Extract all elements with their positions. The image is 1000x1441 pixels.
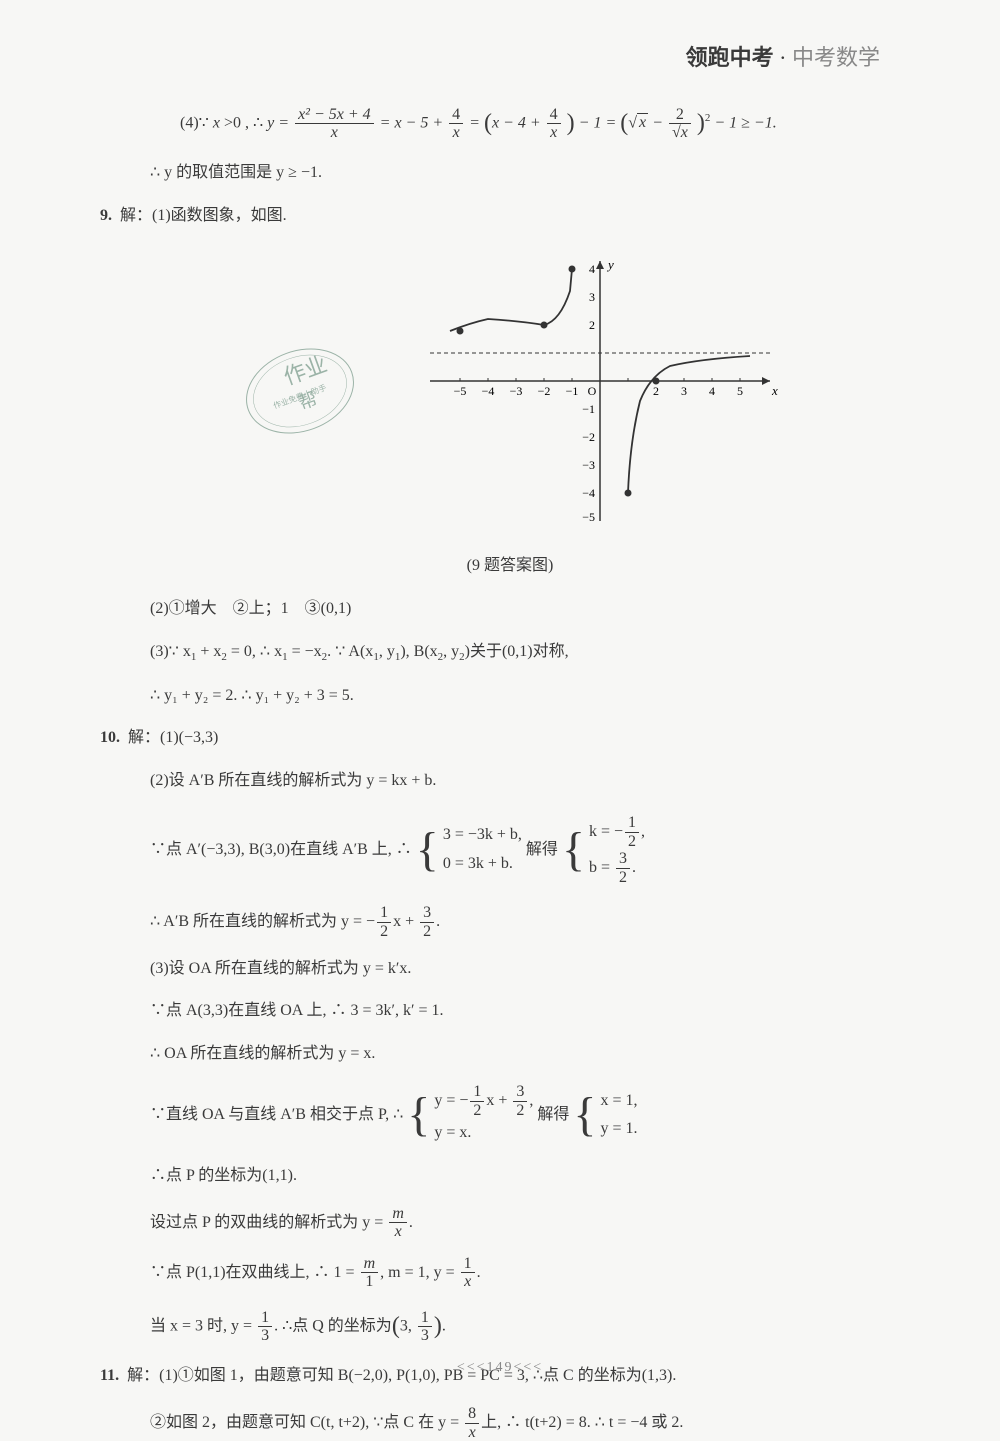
text: (4)∵ [180, 114, 213, 131]
header-light: 中考数学 [792, 45, 880, 70]
svg-text:−5: −5 [454, 384, 467, 398]
svg-text:O: O [588, 384, 597, 398]
fraction: 4x [449, 106, 463, 142]
q10-part3d: ∵直线 OA 与直线 A′B 相交于点 P, ∴ { y = −12x + 32… [100, 1083, 920, 1148]
svg-text:−1: −1 [566, 384, 579, 398]
q10-part3a: (3)设 OA 所在直线的解析式为 y = k′x. [100, 955, 920, 984]
svg-text:−5: −5 [582, 510, 595, 524]
eq-line-4: (4)∵ x >0 , ∴ y = x² − 5x + 4x = x − 5 +… [100, 102, 920, 145]
page-footer: <<<149<<< [0, 1360, 1000, 1376]
svg-text:−2: −2 [582, 430, 595, 444]
q10-part3h: 当 x = 3 时, y = 13. ∴点 Q 的坐标为(3, 13). [100, 1305, 920, 1348]
page-header: 领跑中考 · 中考数学 [100, 40, 920, 72]
fraction: x² − 5x + 4x [295, 106, 374, 142]
q10-line: 10. 解：(1)(−3,3) [100, 724, 920, 753]
q10-part2c: ∴ A′B 所在直线的解析式为 y = −12x + 32. [100, 904, 920, 940]
q9-part3: (3)∵ x1 + x2 = 0, ∴ x1 = −x2. ∵ A(x1, y1… [100, 638, 920, 668]
q9-part3-end: ∴ y₁ + y₂ = 2. ∴ y₁ + y₂ + 3 = 5. [100, 682, 920, 711]
q-number: 10. [100, 729, 120, 746]
svg-text:2: 2 [653, 384, 659, 398]
fraction: 4x [547, 106, 561, 142]
svg-text:−2: −2 [538, 384, 551, 398]
graph-caption: (9 题答案图) [100, 551, 920, 575]
svg-text:5: 5 [737, 384, 743, 398]
q10-part3g: ∵点 P(1,1)在双曲线上, ∴ 1 = m1, m = 1, y = 1x. [100, 1255, 920, 1291]
svg-text:3: 3 [681, 384, 687, 398]
q-number: 9. [100, 207, 112, 224]
q10-part2b: ∵点 A′(−3,3), B(3,0)在直线 A′B 上, ∴ { 3 = −3… [100, 814, 920, 886]
q10-part3b: ∵点 A(3,3)在直线 OA 上, ∴ 3 = 3k′, k′ = 1. [100, 997, 920, 1026]
svg-text:−4: −4 [582, 486, 595, 500]
fraction: 2√x [669, 106, 691, 142]
svg-text:4: 4 [709, 384, 715, 398]
header-sep: · [774, 45, 792, 70]
svg-text:y: y [606, 257, 614, 272]
q9-line: 9. 解：(1)函数图象，如图. [100, 202, 920, 231]
text: >0 , ∴ [220, 114, 267, 131]
svg-text:4: 4 [589, 262, 595, 276]
conclusion-line: ∴ y 的取值范围是 y ≥ −1. [100, 159, 920, 188]
svg-text:3: 3 [589, 290, 595, 304]
q10-part3e: ∴点 P 的坐标为(1,1). [100, 1162, 920, 1191]
header-bold: 领跑中考 [686, 45, 774, 70]
q10-part2: (2)设 A′B 所在直线的解析式为 y = kx + b. [100, 767, 920, 796]
graph-container: 作业 帮 作业免费小助手 x y −5 −4 −3 −2 −1 O 2 3 4 5 2 3 4 −… [100, 251, 920, 531]
watermark-stamp: 作业 帮 作业免费小助手 [240, 331, 360, 451]
q10-part3c: ∴ OA 所在直线的解析式为 y = x. [100, 1040, 920, 1069]
svg-text:−4: −4 [482, 384, 495, 398]
svg-text:2: 2 [589, 318, 595, 332]
svg-text:−3: −3 [510, 384, 523, 398]
q10-part1: 解：(1)(−3,3) [128, 729, 218, 746]
q9-text: 解：(1)函数图象，如图. [120, 207, 287, 224]
svg-text:−3: −3 [582, 458, 595, 472]
function-graph: x y −5 −4 −3 −2 −1 O 2 3 4 5 2 3 4 −1 −2 −3 −4 −5 [420, 251, 780, 531]
svg-text:x: x [771, 383, 778, 398]
q11-part2: ②如图 2，由题意可知 C(t, t+2), ∵点 C 在 y = 8x上, ∴… [100, 1405, 920, 1441]
q9-part2: (2)①增大 ②上；1 ③(0,1) [100, 595, 920, 624]
q10-part3f: 设过点 P 的双曲线的解析式为 y = mx. [100, 1205, 920, 1241]
svg-text:−1: −1 [582, 402, 595, 416]
